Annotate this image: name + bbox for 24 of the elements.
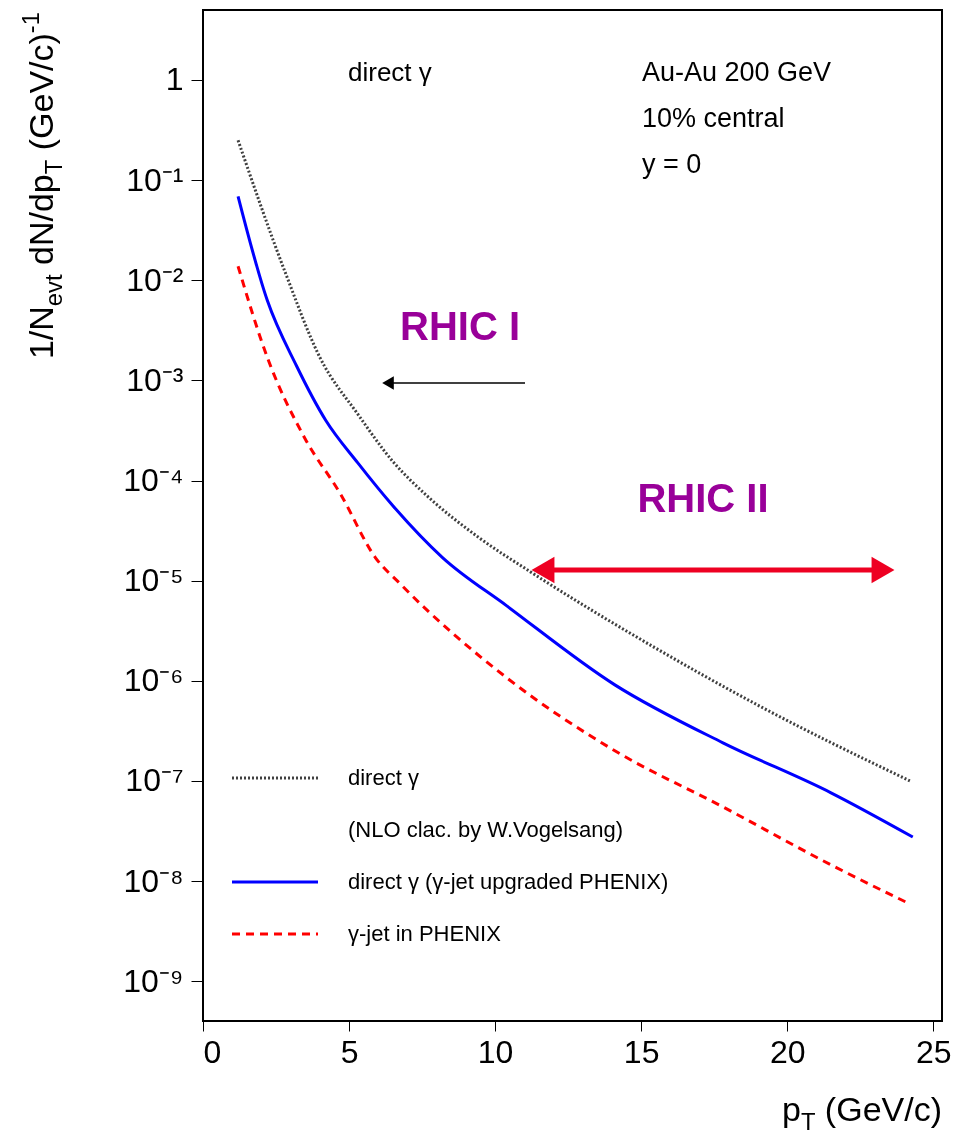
legend-label: γ-jet in PHENIX: [348, 921, 502, 946]
x-tick-label: 20: [769, 1033, 806, 1070]
y-tick-label: 10⁻⁴: [123, 462, 184, 499]
legend-label: direct γ (γ-jet upgraded PHENIX): [348, 869, 669, 894]
y-tick-label: 10⁻⁷: [125, 762, 184, 799]
x-tick-label: 0: [203, 1033, 222, 1070]
text: direct γ (NLO clac. by W.Vogelsang): [348, 765, 624, 842]
annotation: RHIC I: [400, 304, 520, 348]
x-tick-label: 25: [915, 1033, 952, 1070]
annotation: RHIC II: [637, 476, 769, 520]
x-tick-label: 10: [477, 1033, 514, 1070]
y-tick-label: 10⁻⁶: [123, 662, 184, 699]
y-tick-label: 1: [165, 61, 184, 98]
x-tick-label: 15: [623, 1033, 660, 1070]
y-tick-label: 10⁻³: [126, 361, 184, 398]
annotation: Au-Au 200 GeV 10% central y = 0: [642, 57, 832, 179]
y-tick-label: 10⁻⁹: [123, 962, 184, 999]
y-tick-label: 10⁻⁵: [123, 562, 184, 599]
y-tick-label: 10⁻¹: [126, 161, 184, 198]
y-axis-title: 1/Nevt dN/dpT (GeV/c)-1: [17, 11, 67, 360]
y-tick-label: 10⁻⁸: [123, 862, 184, 899]
annotation: direct γ: [348, 57, 432, 87]
y-tick-label: 10⁻²: [126, 261, 184, 298]
x-tick-label: 5: [340, 1033, 359, 1070]
